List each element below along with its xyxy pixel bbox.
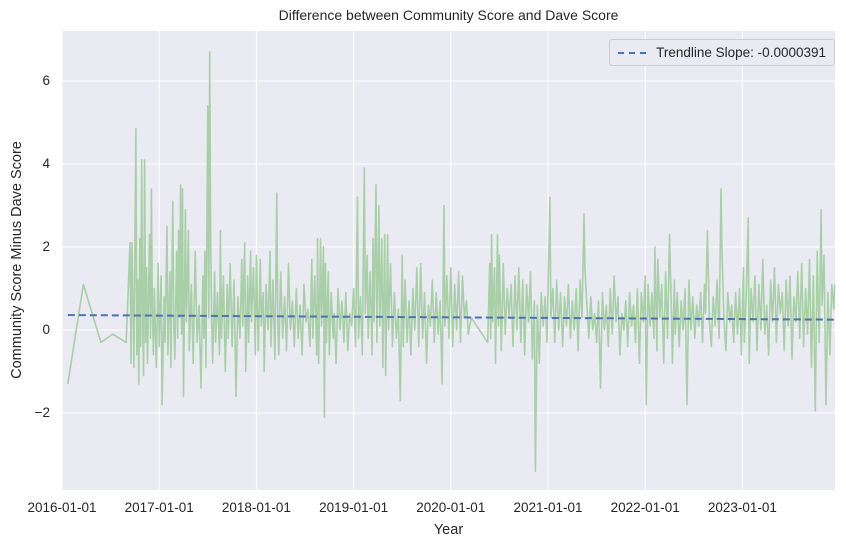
x-tick-label: 2022-01-01 bbox=[610, 500, 680, 515]
y-tick-label: 6 bbox=[42, 73, 50, 88]
y-tick-label: 4 bbox=[42, 156, 50, 171]
x-tick-label: 2016-01-01 bbox=[27, 500, 97, 515]
difference-series-line bbox=[67, 51, 836, 472]
x-axis-label: Year bbox=[433, 522, 464, 538]
y-tick-label: 2 bbox=[42, 239, 50, 254]
x-tick-label: 2020-01-01 bbox=[416, 500, 486, 515]
x-tick-label: 2019-01-01 bbox=[319, 500, 389, 515]
y-tick-label: 0 bbox=[42, 322, 50, 337]
trendline bbox=[67, 314, 835, 321]
legend-label: Trendline Slope: -0.0000391 bbox=[656, 45, 826, 60]
chart-title: Difference between Community Score and D… bbox=[278, 7, 619, 23]
x-tick-label: 2017-01-01 bbox=[124, 500, 194, 515]
legend: Trendline Slope: -0.0000391 bbox=[609, 39, 835, 66]
x-tick-label: 2023-01-01 bbox=[707, 500, 777, 515]
x-tick-label: 2018-01-01 bbox=[221, 500, 291, 515]
x-tick-label: 2021-01-01 bbox=[513, 500, 583, 515]
dashed-line-icon bbox=[618, 51, 647, 54]
y-tick-label: −2 bbox=[34, 405, 50, 420]
